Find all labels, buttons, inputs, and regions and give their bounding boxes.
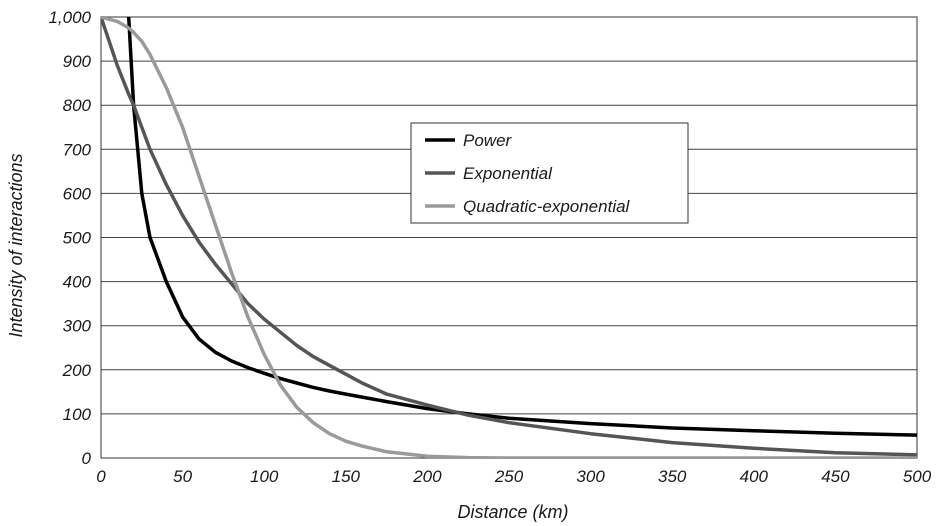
y-tick-label: 0 (82, 449, 92, 468)
x-tick-label: 50 (173, 467, 192, 486)
y-tick-label: 800 (63, 96, 92, 115)
legend-label-quadratic-exponential: Quadratic-exponential (463, 197, 631, 216)
y-tick-label: 600 (63, 184, 92, 203)
x-tick-label: 350 (658, 467, 687, 486)
x-axis-tick-labels: 0 50 100 150 200 250 300 350 400 450 500 (96, 467, 931, 486)
y-tick-label: 300 (63, 317, 92, 336)
y-tick-label: 500 (63, 229, 92, 248)
x-tick-label: 250 (494, 467, 524, 486)
y-tick-label: 700 (63, 140, 92, 159)
series-line-exponential (101, 17, 917, 457)
x-tick-label: 100 (250, 467, 279, 486)
y-tick-label: 200 (62, 361, 92, 380)
legend-label-power: Power (463, 131, 513, 150)
series-line-power (126, 17, 917, 437)
x-tick-label: 500 (903, 467, 932, 486)
legend-label-exponential: Exponential (463, 164, 553, 183)
x-tick-label: 150 (332, 467, 361, 486)
legend-box (410, 122, 689, 224)
y-tick-label: 1,000 (48, 8, 91, 27)
x-tick-label: 300 (576, 467, 605, 486)
series-layer (101, 17, 917, 458)
x-axis-title: Distance (km) (457, 502, 568, 522)
x-tick-label: 0 (96, 467, 106, 486)
legend: Power Exponential Quadratic-exponential (410, 122, 689, 224)
x-tick-label: 400 (740, 467, 769, 486)
gridlines (101, 16, 917, 459)
y-axis-title: Intensity of interactions (6, 153, 26, 337)
x-tick-label: 450 (821, 467, 850, 486)
y-axis-tick-labels: 0 100 200 300 400 500 600 700 800 900 1,000 (48, 8, 91, 468)
series-line-quadratic-exponential (101, 17, 917, 458)
y-tick-label: 400 (63, 273, 92, 292)
x-tick-label: 200 (412, 467, 442, 486)
y-tick-label: 100 (63, 405, 92, 424)
y-tick-label: 900 (63, 52, 92, 71)
